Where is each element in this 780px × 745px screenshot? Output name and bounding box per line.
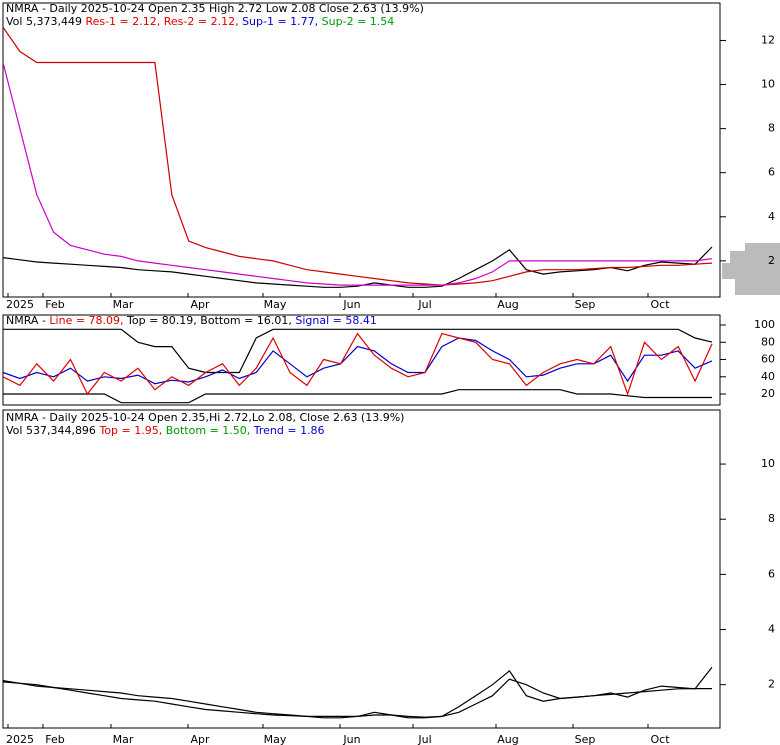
header-item: Sup-1 = 1.77,: [242, 15, 322, 28]
series-line: [3, 389, 712, 404]
series-line: [3, 328, 713, 374]
series-line: [2, 332, 713, 396]
trend-panel: [2, 409, 721, 729]
y-tick-label: 8: [768, 122, 775, 135]
x-tick-label: Sep: [575, 298, 596, 311]
header-item: NMRA -: [6, 314, 49, 327]
y-tick-label: 10: [761, 78, 775, 91]
x-tick-label: Aug: [497, 733, 518, 745]
x-tick-label: May: [264, 298, 287, 311]
x-tick-label: Feb: [45, 733, 64, 745]
y-tick-label: 2: [768, 254, 775, 267]
y-tick-label: 6: [768, 166, 775, 179]
header-item: Res-2 = 2.12,: [164, 15, 242, 28]
header-item: Top = 1.95,: [98, 424, 165, 437]
x-tick-label: Aug: [497, 298, 518, 311]
x-tick-label: Mar: [113, 733, 134, 745]
header-item: Line = 78.09,: [49, 314, 127, 327]
series-line: [2, 246, 713, 288]
y-tick-label: 60: [761, 353, 775, 366]
header-item: NMRA - Daily 2025-10-24 Open 2.35,Hi 2.7…: [6, 411, 404, 424]
x-tick-label: 2025: [6, 298, 34, 311]
y-tick-label: 40: [761, 370, 775, 383]
series-line: [2, 26, 713, 286]
y-tick-label: 12: [761, 33, 775, 46]
header-item: Res-1 = 2.12,: [85, 15, 163, 28]
x-tick-label: May: [264, 733, 287, 745]
y-tick-label: 10: [761, 457, 775, 470]
x-tick-label: 2025: [6, 733, 34, 745]
y-tick-label: 6: [768, 567, 775, 580]
header-item: Top = 80.19, Bottom = 16.01,: [126, 314, 295, 327]
x-tick-label: Jun: [342, 733, 360, 745]
y-tick-label: 8: [768, 512, 775, 525]
y-tick-label: 100: [754, 318, 775, 331]
header-item: Vol 5,373,449: [6, 15, 85, 28]
x-tick-label: Oct: [650, 298, 670, 311]
header-item: Sup-2 = 1.54: [322, 15, 395, 28]
stochastic-panel: [2, 314, 721, 406]
panel-header: NMRA - Daily 2025-10-24 Open 2.35,Hi 2.7…: [6, 411, 404, 424]
panel-header: NMRA - Line = 78.09, Top = 80.19, Bottom…: [6, 314, 377, 327]
y-tick-label: 4: [768, 623, 775, 636]
series-line: [2, 337, 713, 385]
series-line: [2, 678, 712, 718]
series-line: [2, 62, 713, 286]
price-panel: [2, 2, 721, 298]
x-tick-label: Jul: [417, 298, 431, 311]
y-tick-label: 4: [768, 210, 775, 223]
volume-profile: [722, 243, 780, 295]
x-tick-label: Apr: [190, 733, 210, 745]
x-tick-label: Jun: [342, 298, 360, 311]
header-item: Bottom = 1.50,: [166, 424, 254, 437]
y-tick-label: 80: [761, 335, 775, 348]
x-tick-label: Oct: [650, 733, 670, 745]
panel-header: Vol 5,373,449 Res-1 = 2.12, Res-2 = 2.12…: [6, 15, 394, 28]
panel-header: NMRA - Daily 2025-10-24 Open 2.35 High 2…: [6, 2, 424, 15]
header-item: Trend = 1.86: [253, 424, 325, 437]
header-item: NMRA - Daily 2025-10-24 Open 2.35 High 2…: [6, 2, 424, 15]
x-tick-label: Mar: [113, 298, 134, 311]
header-item: Vol 537,344,896: [6, 424, 99, 437]
x-tick-label: Sep: [575, 733, 596, 745]
panel-header: Vol 537,344,896 Top = 1.95, Bottom = 1.5…: [6, 424, 325, 437]
y-tick-label: 2: [768, 678, 775, 691]
x-tick-label: Feb: [45, 298, 64, 311]
x-tick-label: Apr: [190, 298, 210, 311]
x-tick-label: Jul: [417, 733, 431, 745]
header-item: Signal = 58.41: [295, 314, 377, 327]
series-line: [2, 666, 713, 719]
y-tick-label: 20: [761, 387, 775, 400]
